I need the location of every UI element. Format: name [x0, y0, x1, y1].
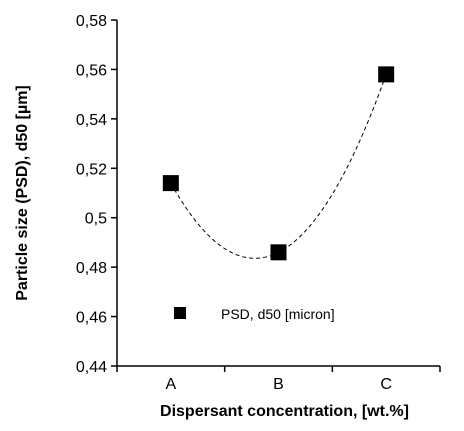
y-axis-title: Particle size (PSD), d50 [µm] — [14, 85, 31, 301]
x-tick-label: C — [380, 376, 392, 393]
data-points — [162, 66, 395, 261]
y-tick-label: 0,46 — [76, 310, 107, 327]
x-axis-ticks: A B C — [116, 366, 441, 393]
legend-marker — [174, 307, 186, 319]
y-tick-label: 0,56 — [76, 62, 107, 79]
data-point — [378, 66, 395, 83]
x-axis-title: Dispersant concentration, [wt.%] — [160, 403, 409, 420]
data-point — [162, 175, 179, 192]
y-tick-label: 0,5 — [85, 211, 107, 228]
legend: PSD, d50 [micron] — [174, 306, 335, 322]
y-tick-label: 0,52 — [76, 161, 107, 178]
data-point — [270, 244, 287, 261]
y-tick-label: 0,48 — [76, 260, 107, 277]
trendline — [170, 74, 387, 259]
x-tick-label: B — [273, 376, 284, 393]
y-tick-label: 0,58 — [76, 13, 107, 30]
y-tick-label: 0,44 — [76, 359, 107, 376]
y-axis-ticks: 0,44 0,46 0,48 0,5 0,52 0,54 0,56 0,58 — [76, 13, 117, 376]
x-tick-label: A — [165, 376, 176, 393]
y-tick-label: 0,54 — [76, 112, 107, 129]
legend-label: PSD, d50 [micron] — [221, 306, 335, 322]
